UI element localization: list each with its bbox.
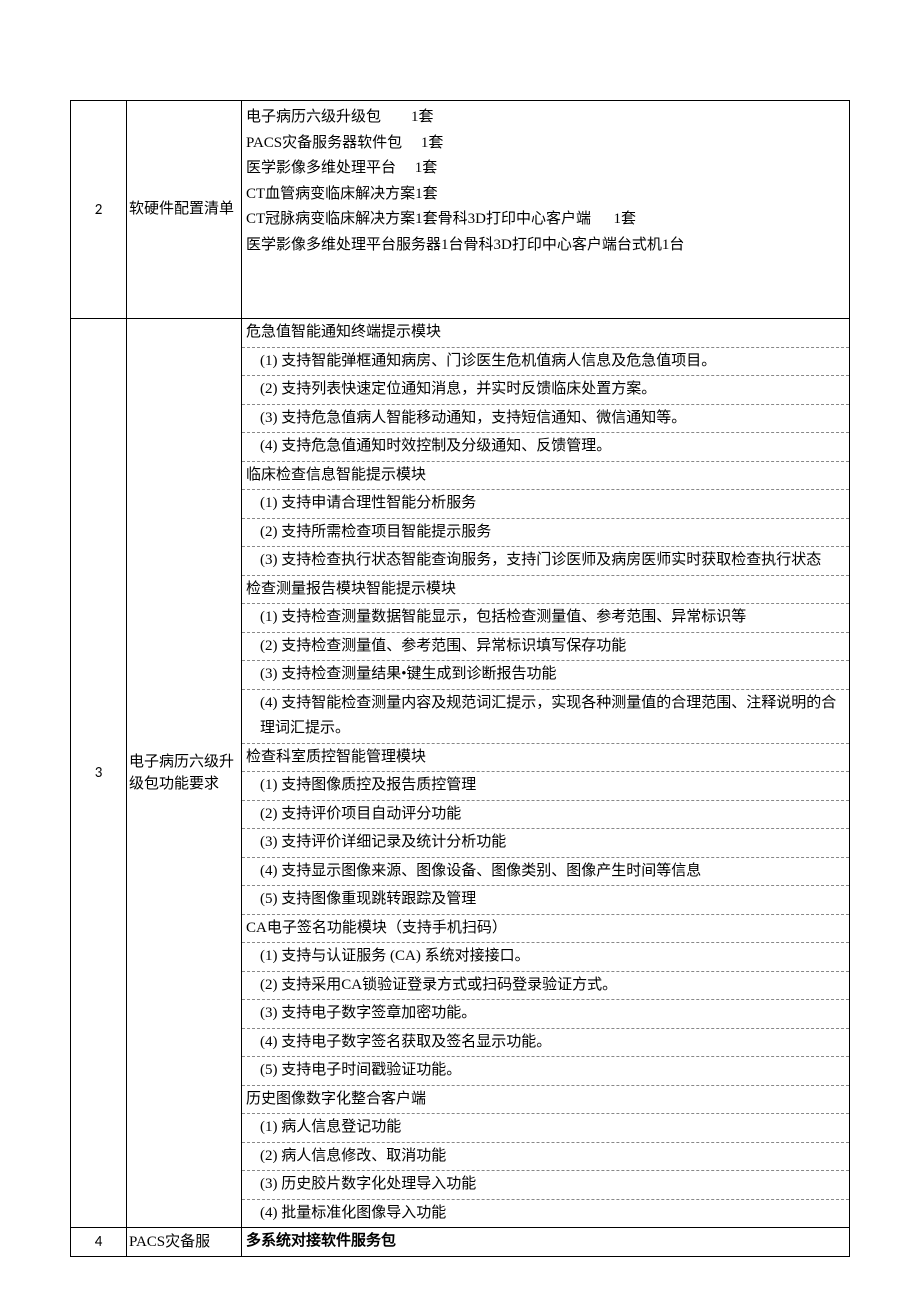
row-content-title: 多系统对接软件服务包: [242, 1228, 849, 1256]
row-number: 3: [71, 319, 127, 1227]
module-title: 临床检查信息智能提示模块: [242, 462, 849, 491]
module-title: 检查科室质控智能管理模块: [242, 744, 849, 773]
requirement-text: (4) 支持智能检查测量内容及规范词汇提示，实现各种测量值的合理范围、注释说明的…: [260, 695, 836, 737]
requirement-item: (3) 支持评价详细记录及统计分析功能: [242, 829, 849, 858]
table-row: 2 软硬件配置清单 电子病历六级升级包 1套 PACS灾备服务器软件包 1套 医…: [71, 101, 849, 319]
row-name: PACS灾备服: [127, 1228, 242, 1256]
requirement-item: (2) 支持评价项目自动评分功能: [242, 801, 849, 830]
requirement-item: (1) 支持图像质控及报告质控管理: [242, 772, 849, 801]
requirement-item: (4) 支持危急值通知时效控制及分级通知、反馈管理。: [242, 433, 849, 462]
row-content-config: 电子病历六级升级包 1套 PACS灾备服务器软件包 1套 医学影像多维处理平台 …: [242, 101, 849, 318]
module-title: 危急值智能通知终端提示模块: [242, 319, 849, 348]
requirement-item: (2) 支持检查测量值、参考范围、异常标识填写保存功能: [242, 633, 849, 662]
requirement-item: (4) 支持显示图像来源、图像设备、图像类别、图像产生时间等信息: [242, 858, 849, 887]
requirement-item: (3) 支持危急值病人智能移动通知，支持短信通知、微信通知等。: [242, 405, 849, 434]
requirement-item: (1) 病人信息登记功能: [242, 1114, 849, 1143]
requirement-item: (1) 支持检查测量数据智能显示，包括检查测量值、参考范围、异常标识等: [242, 604, 849, 633]
requirement-item: (2) 支持采用CA锁验证登录方式或扫码登录验证方式。: [242, 972, 849, 1001]
table-row: 4 PACS灾备服 多系统对接软件服务包: [71, 1228, 849, 1257]
requirement-item: (3) 历史胶片数字化处理导入功能: [242, 1171, 849, 1200]
row-number: 4: [71, 1228, 127, 1256]
requirement-item: (3) 支持电子数字签章加密功能。: [242, 1000, 849, 1029]
config-line: PACS灾备服务器软件包 1套: [242, 131, 849, 157]
requirement-item: (4) 批量标准化图像导入功能: [242, 1200, 849, 1228]
module-title: CA电子签名功能模块（支持手机扫码）: [242, 915, 849, 944]
table-row: 3 电子病历六级升级包功能要求 危急值智能通知终端提示模块 (1) 支持智能弹框…: [71, 319, 849, 1228]
requirement-item: (4) 支持智能检查测量内容及规范词汇提示，实现各种测量值的合理范围、注释说明的…: [242, 690, 849, 744]
row-number: 2: [71, 101, 127, 318]
requirement-item: (4) 支持电子数字签名获取及签名显示功能。: [242, 1029, 849, 1058]
requirement-item: (3) 支持检查测量结果•键生成到诊断报告功能: [242, 661, 849, 690]
module-title: 历史图像数字化整合客户端: [242, 1086, 849, 1115]
requirement-item: (5) 支持电子时间戳验证功能。: [242, 1057, 849, 1086]
requirement-item: (1) 支持申请合理性智能分析服务: [242, 490, 849, 519]
requirement-item: (1) 支持与认证服务 (CA) 系统对接接口。: [242, 943, 849, 972]
requirement-text: (3) 支持检查执行状态智能查询服务，支持门诊医师及病房医师实时获取检查执行状态: [260, 552, 821, 568]
requirement-item: (2) 支持所需检查项目智能提示服务: [242, 519, 849, 548]
module-title: 检查测量报告模块智能提示模块: [242, 576, 849, 605]
row-content-requirements: 危急值智能通知终端提示模块 (1) 支持智能弹框通知病房、门诊医生危机值病人信息…: [242, 319, 849, 1227]
spec-table: 2 软硬件配置清单 电子病历六级升级包 1套 PACS灾备服务器软件包 1套 医…: [70, 100, 850, 1257]
config-line: 医学影像多维处理平台 1套: [242, 156, 849, 182]
config-line: CT血管病变临床解决方案1套: [242, 182, 849, 208]
row-name: 软硬件配置清单: [127, 101, 242, 318]
requirement-item: (2) 病人信息修改、取消功能: [242, 1143, 849, 1172]
requirement-item: (5) 支持图像重现跳转跟踪及管理: [242, 886, 849, 915]
requirement-item: (1) 支持智能弹框通知病房、门诊医生危机值病人信息及危急值项目。: [242, 348, 849, 377]
config-line: 电子病历六级升级包 1套: [242, 105, 849, 131]
config-line: 医学影像多维处理平台服务器1台骨科3D打印中心客户端台式机1台: [242, 233, 849, 259]
row-name: 电子病历六级升级包功能要求: [127, 319, 242, 1227]
requirement-item: (2) 支持列表快速定位通知消息，并实时反馈临床处置方案。: [242, 376, 849, 405]
package-title: 多系统对接软件服务包: [242, 1228, 849, 1256]
config-line: CT冠脉病变临床解决方案1套骨科3D打印中心客户端 1套: [242, 207, 849, 233]
requirement-item: (3) 支持检查执行状态智能查询服务，支持门诊医师及病房医师实时获取检查执行状态: [242, 547, 849, 576]
